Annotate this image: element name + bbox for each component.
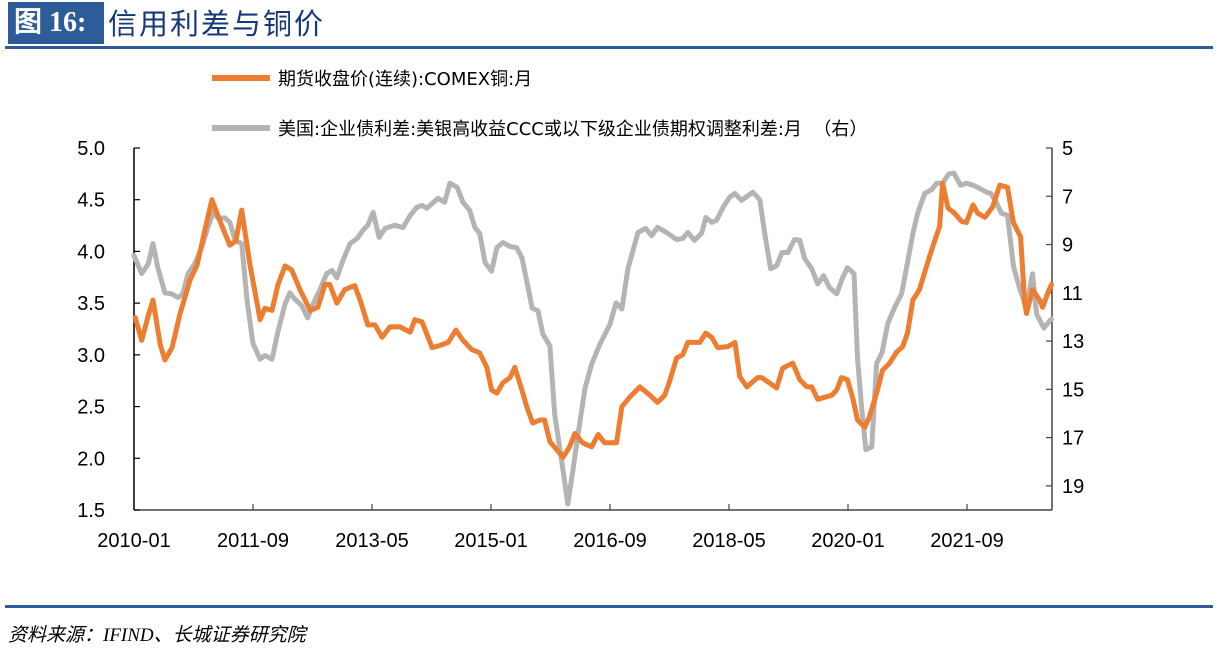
right-tick-label: 5: [1062, 138, 1073, 160]
left-tick-label: 4.0: [77, 241, 105, 263]
x-tick-label: 2013-05: [335, 530, 408, 552]
x-tick-label: 2011-09: [217, 530, 289, 552]
left-tick-label: 3.5: [77, 293, 105, 315]
figure-label: 图 16:: [8, 2, 104, 44]
left-tick-label: 4.5: [77, 190, 105, 212]
left-tick-label: 3.0: [77, 345, 105, 367]
x-tick-label: 2018-05: [692, 530, 765, 552]
left-tick-label: 2.0: [77, 448, 105, 470]
x-tick-label: 2021-09: [930, 530, 1003, 552]
series-line-ccc-spread: [131, 170, 1054, 507]
right-tick-label: 11: [1062, 283, 1083, 305]
header-divider: [5, 46, 1213, 49]
right-tick-label: 15: [1062, 379, 1084, 401]
chart-title: 信用利差与铜价: [108, 7, 326, 41]
x-tick-label: 2016-09: [573, 530, 646, 552]
right-tick-label: 13: [1062, 331, 1084, 353]
series-line-comex-copper: [132, 180, 1054, 460]
x-tick-label: 2020-01: [811, 530, 884, 552]
legend-label-copper: 期货收盘价(连续):COMEX铜:月: [278, 69, 532, 90]
footer-divider: [5, 605, 1213, 608]
right-tick-label: 7: [1062, 186, 1073, 208]
right-tick-label: 9: [1062, 235, 1073, 257]
left-tick-label: 2.5: [77, 397, 105, 419]
legend-label-spread: 美国:企业债利差:美银高收益CCC或以下级企业债期权调整利差:月 （右）: [278, 119, 867, 140]
x-tick-label: 2015-01: [454, 530, 527, 552]
x-tick-label: 2010-01: [97, 530, 170, 552]
left-tick-label: 1.5: [77, 500, 105, 522]
legend: 期货收盘价(连续):COMEX铜:月 美国:企业债利差:美银高收益CCC或以下级…: [212, 69, 867, 140]
left-tick-label: 5.0: [77, 138, 105, 160]
right-tick-label: 17: [1062, 428, 1084, 450]
right-tick-label: 19: [1062, 476, 1084, 498]
source-note: 资料来源：IFIND、长城证券研究院: [8, 625, 306, 646]
